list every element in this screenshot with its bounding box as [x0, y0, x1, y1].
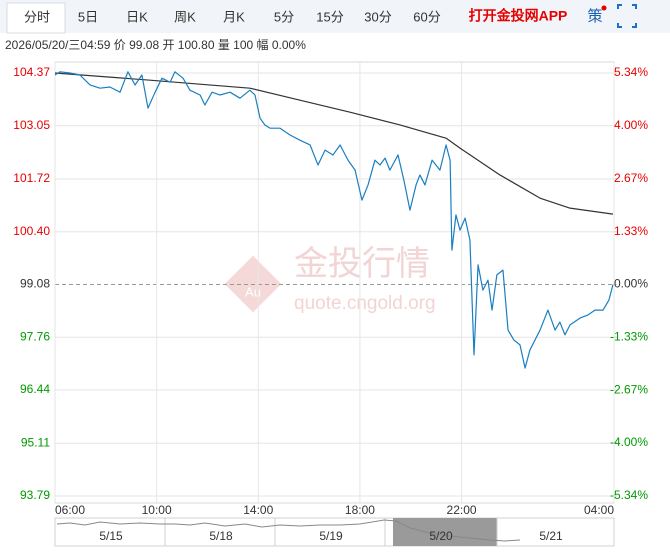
navigator-label: 5/15: [99, 529, 123, 543]
x-tick-label: 22:00: [447, 503, 477, 517]
navigator-selection[interactable]: [393, 518, 497, 546]
navigator-labels: 5/15 5/18 5/19 5/20 5/21: [99, 529, 563, 543]
tab[interactable]: 5日: [78, 9, 98, 24]
x-tick-label: 06:00: [55, 503, 85, 517]
y-tick-label: 95.11: [21, 435, 50, 449]
y-tick-label: 97.76: [20, 329, 50, 343]
watermark-title: 金投行情: [294, 245, 430, 283]
y2-tick-label: -1.33%: [610, 329, 648, 343]
y-tick-label: 99.08: [20, 277, 50, 291]
navigator-label: 5/18: [209, 529, 233, 543]
strategy-button[interactable]: 策: [587, 8, 602, 25]
tab[interactable]: 周K: [174, 9, 196, 24]
y2-tick-label: -5.34%: [610, 488, 648, 502]
tab-bar: [0, 0, 670, 33]
y-tick-label: 103.05: [13, 118, 50, 132]
tab[interactable]: 15分: [316, 9, 343, 24]
badge-dot: [601, 5, 607, 11]
tabs: 分时 5日 日K 周K 月K 5分 15分 30分 60分: [24, 9, 441, 24]
navigator-dividers: [164, 518, 498, 546]
navigator-frame: [54, 517, 615, 547]
navigator-label: 5/20: [429, 529, 453, 543]
y-tick-label: 100.40: [13, 224, 50, 238]
tab[interactable]: 月K: [223, 9, 245, 24]
y-tick-label: 96.44: [20, 382, 50, 396]
navigator[interactable]: 5/15 5/18 5/19 5/20 5/21: [54, 517, 615, 547]
app-link[interactable]: 打开金投网APP: [469, 8, 568, 24]
y-tick-label: 101.72: [13, 171, 50, 185]
watermark-url: quote.cngold.org: [294, 293, 436, 314]
price-line: [54, 71, 614, 369]
active-tab: [6, 2, 66, 34]
y2-tick-label: 0.00%: [614, 277, 648, 291]
navigator-label: 5/19: [319, 529, 343, 543]
y-tick-label: 93.79: [20, 488, 50, 502]
tab[interactable]: 分时: [24, 9, 50, 24]
tab[interactable]: 60分: [413, 9, 440, 24]
x-tick-label: 10:00: [142, 503, 172, 517]
x-tick-label: 18:00: [345, 503, 375, 517]
y2-tick-label: -2.67%: [610, 382, 648, 396]
y2-tick-label: 5.34%: [614, 65, 648, 79]
fullscreen-button[interactable]: [617, 4, 637, 28]
tab[interactable]: 30分: [364, 9, 391, 24]
y2-tick-label: -4.00%: [610, 435, 648, 449]
y2-tick-label: 4.00%: [614, 118, 648, 132]
watermark-logo-text: Au: [245, 284, 261, 299]
y2-tick-label: 1.33%: [614, 224, 648, 238]
info-line: 2026/05/20/三04:59 价 99.08 开 100.80 量 100…: [5, 37, 306, 52]
y2-tick-label: 2.67%: [614, 171, 648, 185]
x-tick-label: 04:00: [584, 503, 614, 517]
watermark: Au 金投行情 quote.cngold.org: [224, 245, 436, 314]
x-tick-label: 14:00: [243, 503, 273, 517]
y-tick-label: 104.37: [13, 65, 50, 79]
tab[interactable]: 5分: [274, 9, 294, 24]
price-line: [54, 72, 614, 215]
navigator-line: [56, 519, 521, 542]
tab[interactable]: 日K: [126, 9, 148, 24]
navigator-label: 5/21: [539, 529, 563, 543]
plot: 104.37 103.05 101.72 100.40 99.08 97.76 96.44 9…: [13, 62, 648, 517]
